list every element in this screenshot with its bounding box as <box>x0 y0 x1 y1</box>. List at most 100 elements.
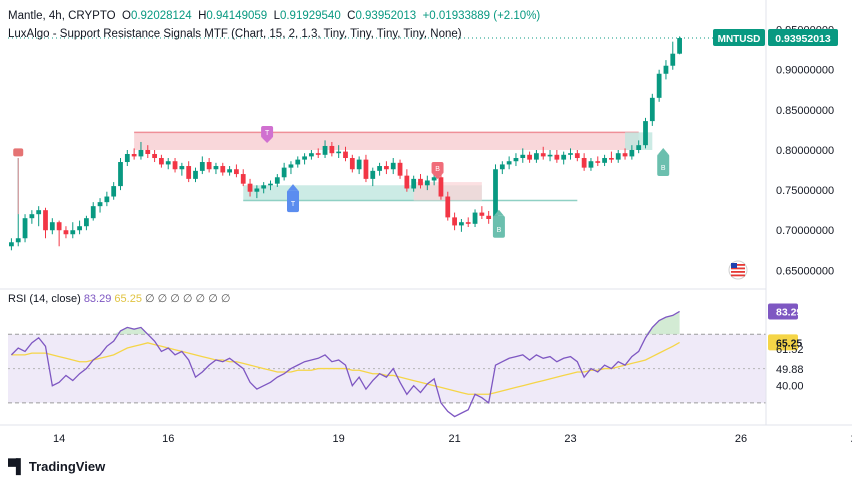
tradingview-brand[interactable]: ▀▌ TradingView <box>8 458 105 474</box>
candle[interactable] <box>540 146 546 160</box>
candle[interactable] <box>677 36 682 55</box>
candle[interactable] <box>404 169 410 192</box>
candle[interactable] <box>56 220 62 247</box>
candle[interactable] <box>186 161 192 183</box>
candle[interactable] <box>247 178 253 197</box>
candle[interactable] <box>629 145 635 160</box>
candle[interactable] <box>234 164 239 178</box>
candle[interactable] <box>213 162 219 175</box>
candle[interactable] <box>527 151 532 163</box>
candle[interactable] <box>36 206 42 227</box>
candle[interactable] <box>588 158 594 171</box>
candle[interactable] <box>465 217 471 228</box>
candle[interactable] <box>302 153 307 165</box>
candle[interactable] <box>70 222 76 239</box>
signal-top[interactable]: T <box>261 125 274 143</box>
candle[interactable] <box>561 151 567 165</box>
candle[interactable] <box>315 148 321 159</box>
candle[interactable] <box>554 149 560 163</box>
candle[interactable] <box>29 210 35 224</box>
candle[interactable] <box>152 149 157 163</box>
candle[interactable] <box>322 140 328 159</box>
candle[interactable] <box>479 206 485 219</box>
candle[interactable] <box>111 182 117 200</box>
indicator-title[interactable]: LuxAlgo - Support Resistance Signals MTF… <box>8 28 462 40</box>
candle[interactable] <box>179 162 185 176</box>
candle[interactable] <box>118 158 123 191</box>
signal-breakup-1[interactable]: B <box>492 209 505 238</box>
candle[interactable] <box>343 146 348 162</box>
candle[interactable] <box>574 149 580 162</box>
candle[interactable] <box>472 209 478 228</box>
symbol-badge[interactable] <box>713 29 765 47</box>
candle[interactable] <box>281 162 287 181</box>
candle[interactable] <box>138 141 144 160</box>
candle[interactable] <box>445 191 451 221</box>
candle[interactable] <box>581 153 587 171</box>
candle[interactable] <box>663 60 669 80</box>
candle[interactable] <box>349 154 355 173</box>
candle[interactable] <box>104 191 110 207</box>
candle[interactable] <box>165 158 171 170</box>
candle[interactable] <box>534 149 539 163</box>
candle[interactable] <box>486 210 492 224</box>
candle[interactable] <box>609 151 614 163</box>
candle[interactable] <box>602 154 607 167</box>
signal-breakdown[interactable]: B <box>431 162 444 180</box>
candle[interactable] <box>513 153 519 167</box>
candle[interactable] <box>199 156 205 175</box>
candle[interactable] <box>9 238 14 251</box>
candle[interactable] <box>356 156 362 175</box>
candle[interactable] <box>240 169 246 187</box>
candle[interactable] <box>254 185 260 199</box>
candle[interactable] <box>656 69 662 102</box>
rsi-header[interactable]: RSI (14, close) 83.29 65.25 ∅ ∅ ∅ ∅ ∅ ∅ … <box>8 292 230 305</box>
candle[interactable] <box>370 167 376 187</box>
candle[interactable] <box>397 159 403 179</box>
candle[interactable] <box>124 149 130 167</box>
candle[interactable] <box>220 162 226 176</box>
candle[interactable] <box>424 175 430 191</box>
candle[interactable] <box>520 148 526 163</box>
symbol-title[interactable]: Mantle, 4h, CRYPTO <box>8 10 116 22</box>
candle[interactable] <box>452 212 457 231</box>
candle[interactable] <box>377 162 382 176</box>
candle[interactable] <box>438 172 444 200</box>
candle[interactable] <box>336 145 342 159</box>
candle[interactable] <box>459 218 464 232</box>
candle[interactable] <box>595 156 601 167</box>
candle[interactable] <box>431 174 437 186</box>
candle[interactable] <box>131 148 137 160</box>
candle[interactable] <box>649 93 655 126</box>
candle[interactable] <box>43 207 48 239</box>
rsi-ma-line[interactable] <box>11 341 680 395</box>
candle[interactable] <box>309 149 314 160</box>
candle[interactable] <box>390 158 396 175</box>
candle[interactable] <box>499 161 505 175</box>
candle[interactable] <box>411 175 417 192</box>
candle[interactable] <box>329 141 335 157</box>
us-flag-icon[interactable] <box>728 260 748 280</box>
candle[interactable] <box>418 174 423 189</box>
candle[interactable] <box>63 226 69 239</box>
candle[interactable] <box>145 145 151 159</box>
candle[interactable] <box>670 41 676 70</box>
candle[interactable] <box>268 180 273 191</box>
candle[interactable] <box>643 117 648 149</box>
candle[interactable] <box>288 161 294 175</box>
candle[interactable] <box>547 149 553 162</box>
candle[interactable] <box>636 140 642 154</box>
candle[interactable] <box>84 215 89 231</box>
candle[interactable] <box>261 182 267 194</box>
candle[interactable] <box>159 154 164 168</box>
signal-breakup-2[interactable]: B <box>657 148 670 176</box>
candle[interactable] <box>193 167 198 183</box>
candle[interactable] <box>615 149 621 163</box>
candle[interactable] <box>90 202 96 221</box>
candle[interactable] <box>22 214 28 243</box>
candle[interactable] <box>97 198 103 213</box>
candle[interactable] <box>568 148 573 160</box>
candle[interactable] <box>363 154 369 183</box>
candle[interactable] <box>172 158 178 173</box>
